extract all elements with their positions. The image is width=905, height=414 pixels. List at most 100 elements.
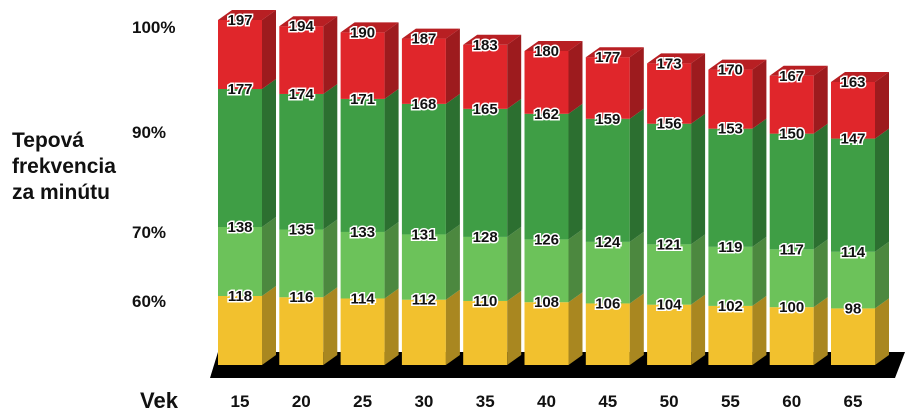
x-tick-label: 20 [292,392,311,411]
bar-side [445,93,460,235]
value-label: 194 [289,18,315,35]
bar-segment [340,298,385,365]
bar-side [262,10,276,89]
value-label: 177 [227,81,252,98]
bar-stack-50 [647,53,706,365]
value-label: 171 [350,91,375,108]
bar-side [629,231,644,304]
value-label: 128 [473,229,498,246]
value-label: 106 [595,295,620,312]
bar-segment [463,108,508,237]
bar-segment [585,57,630,119]
y-axis-title-line: za minútu [12,181,110,204]
value-label: 114 [841,244,866,261]
value-label: 167 [779,68,804,85]
bar-side [384,288,399,365]
bar-side [691,294,706,365]
bar-side [323,287,338,365]
bar-segment [708,246,753,306]
bar-top [340,22,399,33]
bar-segment [401,38,446,104]
bar-top [769,65,828,76]
bar-top [831,72,889,82]
bar-side [752,295,767,365]
bar-segment [831,251,875,309]
value-label: 124 [595,234,621,251]
value-label: 153 [718,121,743,138]
bar-side [813,239,828,308]
y-axis-title-line: Tepová [12,129,84,152]
value-label: 197 [227,12,252,29]
bars [218,10,889,365]
value-label: 170 [718,62,743,79]
value-label: 131 [411,226,436,243]
bar-segment [585,241,630,304]
bar-side [691,53,706,124]
bar-side [262,286,276,365]
bar-side [384,88,399,232]
value-label: 133 [350,224,375,241]
ytick-60: 60% [132,292,166,311]
value-label: 187 [411,31,436,48]
bar-side [384,22,399,99]
bar-segment [463,300,508,365]
bar-side [875,72,889,139]
bar-side [507,98,522,237]
bar-segment [218,296,262,365]
bar-stack-40 [524,41,583,365]
value-label: 156 [657,116,682,133]
bar-side [875,128,889,252]
x-tick-label: 45 [598,392,617,411]
bar-stack-65 [831,72,889,365]
bar-side [813,65,828,134]
bar-segment [585,118,630,242]
value-label: 104 [657,297,683,314]
value-labels: 118 138 177 197 15 116 135 174 194 20 114 133 171 190… [226,11,867,412]
bar-side [568,41,583,114]
bar-stack-60 [769,65,828,365]
bar-segment [647,304,692,365]
bar-side [568,103,583,240]
bar-segment [218,227,262,296]
value-label: 112 [412,292,436,309]
bar-side [629,293,644,365]
bar-segment [524,239,569,303]
bar-side [262,217,276,296]
bar-side [629,47,644,119]
x-tick-label: 40 [537,392,556,411]
value-label: 117 [780,241,804,258]
bar-side [445,289,460,365]
x-tick-label: 25 [353,392,372,411]
x-tick-label: 50 [660,392,679,411]
bar-side [507,226,522,301]
x-tick-label: 30 [414,392,433,411]
bar-segment [279,229,324,298]
bar-side [445,28,460,104]
value-label: 102 [718,298,743,315]
bar-side [752,236,767,306]
ytick-70: 70% [132,223,166,242]
bar-side [568,229,583,303]
bar-segment [279,93,324,230]
bar-side [262,79,276,227]
value-label: 138 [227,219,252,236]
bar-segment [831,82,875,139]
value-label: 159 [595,111,620,128]
value-label: 180 [534,43,559,60]
value-label: 163 [840,74,865,91]
bar-side [691,113,706,245]
bar-segment [524,302,569,365]
y-axis-title: Tepová frekvencia za minútu [12,129,116,204]
value-label: 165 [473,101,498,118]
bar-segment [831,308,875,365]
value-label: 150 [779,126,804,143]
bar-side [323,219,338,298]
bar-segment [708,305,753,365]
x-axis-title: Vek [140,388,179,413]
axes: 100% 90% 70% 60% Tepová frekvencia za minú… [12,18,179,413]
value-label: 98 [845,300,862,317]
bar-side [691,234,706,305]
value-label: 126 [534,231,559,248]
value-label: 121 [657,236,682,253]
y-axis-title-line: frekvencia [12,155,116,178]
